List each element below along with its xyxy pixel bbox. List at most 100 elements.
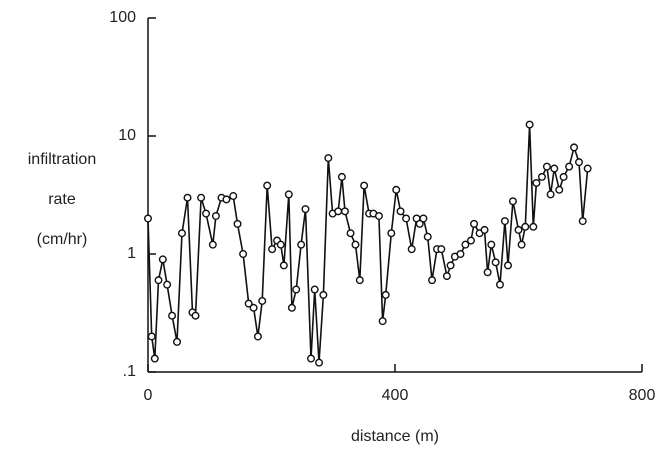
data-point	[202, 209, 211, 218]
data-point	[532, 178, 541, 187]
data-point	[208, 240, 217, 249]
data-point	[229, 192, 238, 201]
data-point	[177, 229, 186, 238]
data-point	[517, 240, 526, 249]
data-point	[346, 229, 355, 238]
data-point	[550, 164, 559, 173]
y-tick-label: 1	[127, 245, 136, 262]
data-point	[423, 232, 432, 241]
data-point	[508, 197, 517, 206]
data-point	[263, 181, 272, 190]
data-point	[374, 211, 383, 220]
data-point	[297, 240, 306, 249]
data-point	[351, 240, 360, 249]
data-point	[504, 261, 513, 270]
data-point	[360, 181, 369, 190]
data-point	[559, 172, 568, 181]
data-point	[483, 268, 492, 277]
y-tick-label: 100	[109, 9, 136, 26]
data-point	[525, 120, 534, 129]
data-point	[324, 154, 333, 163]
data-point	[315, 358, 324, 367]
y-tick-label: 10	[118, 127, 136, 144]
data-point	[578, 217, 587, 226]
data-point	[239, 249, 248, 258]
data-point	[279, 261, 288, 270]
x-tick-label: 800	[629, 387, 656, 404]
data-point	[428, 276, 437, 285]
data-point	[197, 193, 206, 202]
x-tick-label: 400	[382, 387, 409, 404]
data-point	[310, 285, 319, 294]
data-point	[183, 193, 192, 202]
data-point	[542, 162, 551, 171]
data-point	[419, 214, 428, 223]
data-point	[268, 245, 277, 254]
data-point	[337, 172, 346, 181]
data-point	[575, 158, 584, 167]
data-point	[276, 240, 285, 249]
data-point	[173, 337, 182, 346]
data-point	[537, 172, 546, 181]
y-axis-label: infiltration	[28, 151, 96, 168]
data-point	[514, 225, 523, 234]
data-point	[147, 332, 156, 341]
data-point	[407, 245, 416, 254]
data-point	[340, 207, 349, 216]
data-point	[233, 219, 242, 228]
data-point	[381, 290, 390, 299]
data-point	[480, 225, 489, 234]
data-point	[222, 195, 231, 204]
data-point	[546, 190, 555, 199]
data-point	[583, 164, 592, 173]
data-point	[168, 311, 177, 320]
data-point	[555, 185, 564, 194]
data-point	[529, 222, 538, 231]
data-point	[487, 240, 496, 249]
y-axis-label: (cm/hr)	[37, 231, 88, 248]
data-point	[565, 162, 574, 171]
data-point	[495, 280, 504, 289]
data-point	[163, 280, 172, 289]
data-point	[143, 214, 152, 223]
data-point	[249, 303, 258, 312]
x-tick-label: 0	[144, 387, 153, 404]
data-point	[461, 240, 470, 249]
data-point	[154, 276, 163, 285]
data-point	[301, 205, 310, 214]
data-point	[211, 211, 220, 220]
data-point	[355, 276, 364, 285]
data-point	[253, 332, 262, 341]
data-point	[570, 143, 579, 152]
data-point	[442, 272, 451, 281]
data-point	[437, 245, 446, 254]
data-point	[500, 217, 509, 226]
y-tick-label: .1	[123, 363, 136, 380]
data-point	[284, 190, 293, 199]
x-axis-label: distance (m)	[351, 428, 439, 445]
data-point	[150, 354, 159, 363]
data-point	[392, 185, 401, 194]
data-point	[191, 311, 200, 320]
data-point	[287, 303, 296, 312]
data-point	[415, 219, 424, 228]
data-point	[378, 317, 387, 326]
data-point	[292, 285, 301, 294]
data-point	[244, 299, 253, 308]
data-point	[446, 261, 455, 270]
data-point	[334, 207, 343, 216]
data-point	[158, 255, 167, 264]
data-point	[387, 229, 396, 238]
data-point	[466, 236, 475, 245]
data-point	[491, 258, 500, 267]
data-point	[307, 354, 316, 363]
data-point	[258, 296, 267, 305]
data-point	[396, 207, 405, 216]
data-point	[319, 290, 328, 299]
data-point	[456, 249, 465, 258]
y-axis-label: rate	[48, 191, 76, 208]
data-point	[470, 219, 479, 228]
data-point	[402, 214, 411, 223]
data-point	[521, 222, 530, 231]
